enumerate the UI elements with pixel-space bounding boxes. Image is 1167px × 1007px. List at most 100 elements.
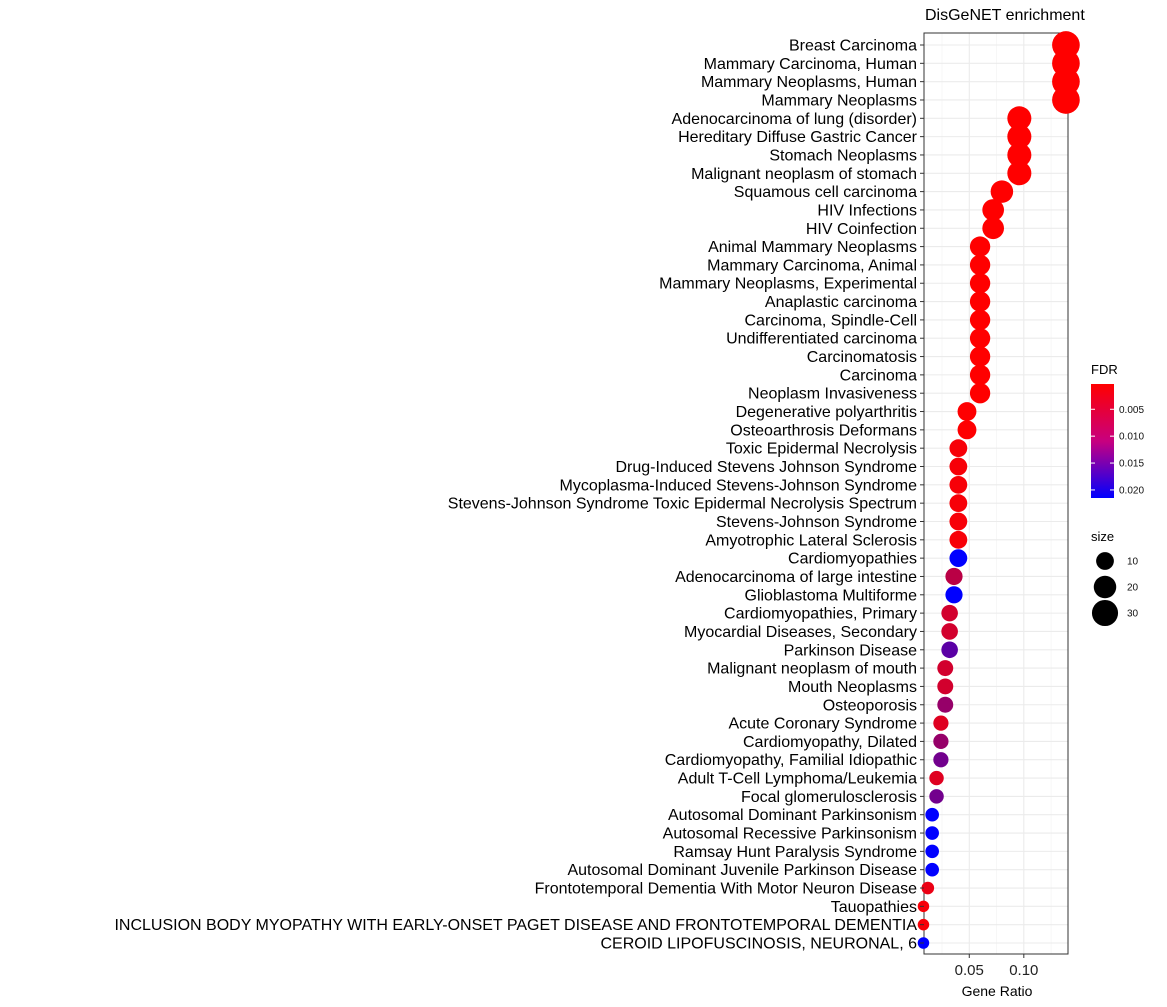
data-point: [949, 549, 968, 568]
x-tick-label: 0.10: [1009, 962, 1038, 979]
data-point: [1007, 106, 1032, 131]
y-tick-label: Carcinoma: [840, 367, 917, 384]
size-legend: size 10 20 30: [1091, 529, 1139, 627]
fdr-legend: FDR 0.005 0.010 0.015 0.020: [1091, 362, 1144, 498]
y-tick-label: Anaplastic carcinoma: [765, 294, 917, 311]
data-point: [969, 291, 991, 312]
y-tick-label: Squamous cell carcinoma: [734, 184, 917, 201]
x-tick-label: 0.05: [955, 962, 984, 979]
data-point: [949, 457, 968, 476]
y-tick-label: HIV Infections: [817, 202, 917, 219]
data-point: [1007, 161, 1032, 186]
y-tick-label: Undifferentiated carcinoma: [726, 331, 917, 348]
x-axis: 0.05 0.10: [955, 954, 1038, 979]
y-tick-label: Acute Coronary Syndrome: [728, 716, 917, 733]
y-tick-label: Cardiomyopathies, Primary: [724, 606, 917, 623]
data-point: [929, 789, 944, 804]
y-tick-label: Carcinoma, Spindle-Cell: [744, 312, 917, 329]
y-tick-label: Amyotrophic Lateral Sclerosis: [705, 532, 917, 549]
y-tick-label: Stevens-Johnson Syndrome Toxic Epidermal…: [448, 496, 917, 513]
size-legend-key: [1091, 599, 1119, 627]
y-tick-label: Mammary Carcinoma, Human: [704, 56, 917, 73]
y-tick-label: Parkinson Disease: [784, 642, 918, 659]
size-legend-key: [1096, 552, 1114, 570]
y-tick-label: Focal glomerulosclerosis: [741, 789, 917, 806]
y-tick-label: Degenerative polyarthritis: [736, 404, 917, 421]
data-point: [949, 494, 968, 513]
y-tick-label: Autosomal Dominant Parkinsonism: [668, 807, 917, 824]
y-tick-label: Ramsay Hunt Paralysis Syndrome: [673, 844, 917, 861]
y-tick-label: Stomach Neoplasms: [769, 147, 917, 164]
data-point: [921, 881, 935, 895]
data-point: [969, 236, 991, 257]
y-tick-label: Drug-Induced Stevens Johnson Syndrome: [615, 459, 917, 476]
data-point: [949, 530, 968, 549]
data-point: [941, 623, 958, 640]
plot-panel-border: [923, 32, 1069, 955]
data-point: [933, 715, 949, 731]
y-tick-label: Mammary Neoplasms: [761, 92, 917, 109]
data-point: [925, 862, 939, 877]
y-tick-label: Breast Carcinoma: [789, 38, 917, 55]
grid-layer: [924, 33, 1068, 954]
data-point: [969, 309, 991, 331]
data-point: [1007, 142, 1032, 167]
plot-panel-background: [924, 33, 1068, 954]
data-point: [969, 364, 991, 386]
data-point: [969, 254, 991, 276]
data-point: [945, 567, 963, 586]
y-tick-label: Cardiomyopathy, Dilated: [743, 734, 917, 751]
data-point: [933, 752, 949, 768]
data-point: [969, 273, 991, 294]
data-point: [969, 346, 991, 367]
y-tick-label: Autosomal Dominant Juvenile Parkinson Di…: [567, 862, 917, 879]
y-tick-label: Carcinomatosis: [807, 349, 917, 366]
x-axis-title: Gene Ratio: [962, 983, 1033, 999]
y-tick-label: Malignant neoplasm of mouth: [707, 661, 917, 678]
fdr-legend-title: FDR: [1091, 362, 1118, 377]
data-point: [982, 217, 1005, 240]
size-legend-label: 20: [1127, 583, 1139, 594]
y-tick-label: Adenocarcinoma of large intestine: [675, 569, 917, 586]
y-tick-label: Frontotemporal Dementia With Motor Neuro…: [535, 881, 917, 898]
y-tick-label: Osteoporosis: [823, 697, 917, 714]
y-tick-label: INCLUSION BODY MYOPATHY WITH EARLY-ONSET…: [114, 917, 917, 934]
y-tick-label: Tauopathies: [831, 899, 917, 916]
size-legend-label: 30: [1127, 609, 1139, 620]
data-point: [1007, 124, 1032, 149]
data-point: [949, 439, 968, 458]
y-tick-label: Mammary Neoplasms, Human: [701, 74, 917, 91]
data-point: [949, 512, 968, 531]
fdr-legend-label: 0.010: [1119, 432, 1144, 443]
data-point: [969, 383, 991, 404]
fdr-legend-label: 0.020: [1119, 485, 1144, 496]
data-point: [982, 199, 1005, 221]
data-point: [941, 641, 958, 659]
y-tick-label: Mycoplasma-Induced Stevens-Johnson Syndr…: [559, 477, 917, 494]
data-point: [957, 420, 977, 440]
fdr-legend-label: 0.005: [1119, 405, 1144, 416]
fdr-colorbar: [1091, 384, 1114, 498]
data-point: [990, 180, 1014, 203]
y-tick-label: Toxic Epidermal Necrolysis: [726, 441, 917, 458]
points-layer: [917, 31, 1080, 949]
data-point: [969, 328, 991, 349]
data-point: [925, 807, 939, 822]
data-point: [957, 402, 977, 421]
y-tick-label: Hereditary Diffuse Gastric Cancer: [678, 129, 918, 146]
data-point: [937, 696, 954, 713]
y-tick-label: Cardiomyopathies: [788, 551, 917, 568]
data-point: [925, 826, 939, 840]
data-point: [937, 660, 954, 677]
y-tick-label: Malignant neoplasm of stomach: [691, 166, 917, 183]
y-tick-label: Autosomal Recessive Parkinsonism: [663, 826, 917, 843]
y-tick-label: Osteoarthrosis Deformans: [730, 422, 917, 439]
fdr-legend-label: 0.015: [1119, 459, 1144, 470]
data-point: [949, 475, 968, 494]
y-tick-label: Animal Mammary Neoplasms: [708, 239, 917, 256]
y-tick-label: Mammary Carcinoma, Animal: [707, 257, 917, 274]
size-legend-key: [1093, 575, 1117, 599]
y-tick-label: Neoplasm Invasiveness: [748, 386, 917, 403]
